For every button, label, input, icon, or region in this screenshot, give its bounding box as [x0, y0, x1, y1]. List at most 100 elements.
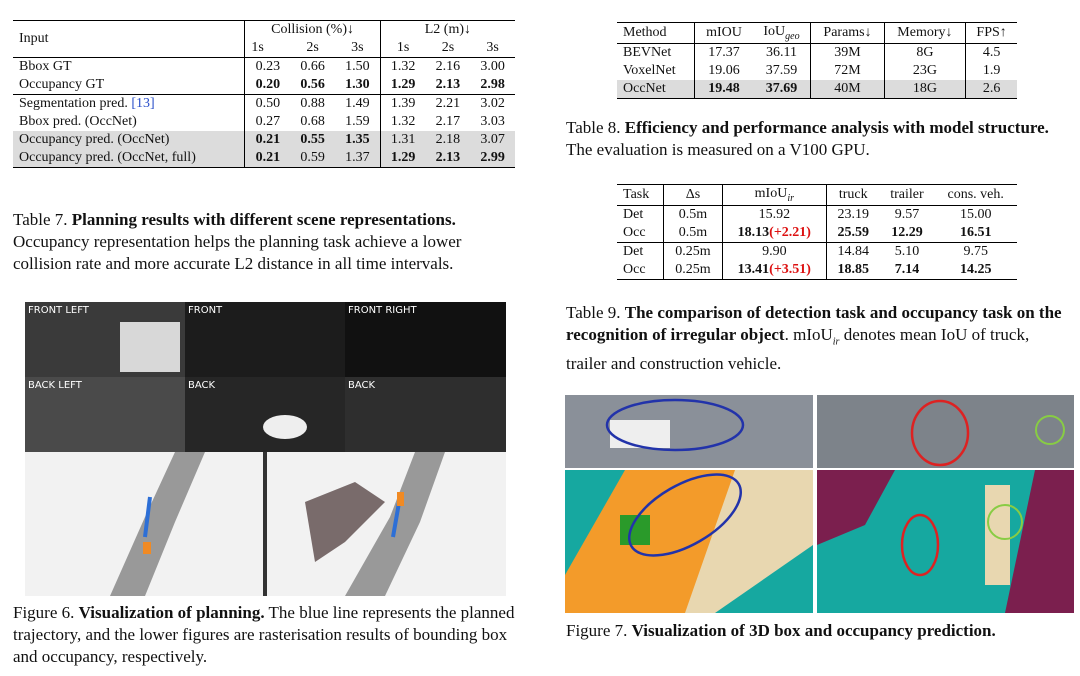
- table-cell: 0.56: [290, 76, 335, 95]
- box: [397, 492, 404, 506]
- table-cell: 2.13: [425, 149, 471, 168]
- figure-6-caption: Figure 6. Visualization of planning. The…: [13, 602, 521, 668]
- table-cell: 16.51: [934, 224, 1017, 243]
- table-cell: 23.19: [825, 205, 880, 224]
- header-cell: mIOU: [694, 22, 753, 44]
- cell-text: 2.18: [435, 132, 461, 147]
- cell-text: 15.92: [758, 206, 791, 222]
- header-text: Task: [623, 186, 650, 202]
- table-cell: 0.5m: [663, 223, 723, 243]
- table-cell: 0.88: [290, 95, 335, 114]
- cell-text: BEVNet: [623, 44, 672, 60]
- cell-text: 39M: [834, 44, 861, 60]
- cell-text: 2.13: [435, 150, 461, 165]
- cell-text: Bbox GT: [19, 59, 72, 74]
- table-row: Segmentation pred. [13] 0.50 0.88 1.49 1.39 2…: [13, 94, 515, 114]
- table-cell: Det: [617, 242, 664, 261]
- delta: (+3.51): [769, 261, 811, 277]
- table-cell: 3.07: [470, 131, 515, 149]
- cell-text: VoxelNet: [623, 62, 676, 78]
- table-row: OccNet 19.48 37.69 40M 18G 2.6: [617, 79, 1017, 99]
- header-text: mIOU: [706, 24, 742, 40]
- table-cell: 0.66: [290, 58, 335, 77]
- table-cell: 15.00: [934, 205, 1017, 224]
- table-7-caption: Table 7. Planning results with different…: [13, 209, 518, 275]
- table-cell: 19.06: [694, 61, 753, 80]
- figure-7: [565, 395, 1074, 613]
- camera-label: FRONT RIGHT: [348, 305, 418, 316]
- cell-text: 0.56: [300, 77, 325, 92]
- cell-text: 3.02: [480, 96, 505, 111]
- caption-text: denotes mean IoU of truck, trailer and c…: [566, 325, 1030, 374]
- table-group: Det 0.25m 9.90 14.84 5.10 9.75 Occ 0.25m 13.41(+…: [617, 242, 1017, 280]
- table-cell: 2.6: [965, 79, 1017, 99]
- header-text: Δs: [685, 186, 701, 202]
- caption-text: Figure 6.: [13, 603, 79, 622]
- header-cell: Collision (%)↓: [244, 20, 381, 39]
- table-cell: 3.00: [470, 58, 515, 77]
- table-cell: 9.57: [880, 205, 935, 224]
- cell-text: 0.21: [255, 132, 281, 147]
- table-cell: Occupancy pred. (OccNet): [13, 131, 245, 149]
- caption-text: Planning results with different scene re…: [71, 210, 456, 229]
- cell-text: 37.59: [765, 62, 798, 78]
- cell-text: 1.37: [345, 150, 370, 165]
- cell-text: 18.13: [737, 224, 770, 240]
- table-cell: 0.50: [244, 94, 291, 113]
- table-cell: 0.21: [244, 149, 291, 168]
- table-cell: 1.35: [334, 131, 381, 149]
- cell-text: 0.23: [255, 59, 281, 74]
- table-cell: Segmentation pred. [13]: [13, 95, 245, 114]
- header-cell: Params↓: [810, 22, 885, 44]
- header-cell: 3s: [335, 39, 380, 58]
- table-cell: 1.29: [379, 76, 426, 95]
- header-text: mIoU: [754, 186, 788, 201]
- cell-text: Occ: [623, 261, 646, 277]
- cell-text: 13.41: [737, 261, 770, 277]
- table-cell: Occ: [617, 224, 664, 243]
- highlight: [1035, 415, 1065, 445]
- header-cell: cons. veh.: [934, 185, 1017, 206]
- cell-text: 72M: [834, 62, 861, 78]
- cell-text: 2.17: [435, 114, 461, 129]
- header-text: IoU: [763, 24, 786, 39]
- camera-label: FRONT: [188, 305, 223, 316]
- truck: [610, 420, 670, 448]
- table-cell: 4.5: [965, 43, 1017, 62]
- table-head: Task Δs mIoUir truck trailer cons. veh.: [617, 184, 1017, 206]
- camera-label: BACK: [348, 380, 376, 391]
- table-cell: Det: [617, 205, 664, 224]
- table-cell: 12.29: [880, 224, 935, 243]
- cell-text: 0.25m: [675, 243, 711, 259]
- header-text: FPS↑: [976, 24, 1007, 40]
- header-cell: 2s: [290, 39, 335, 58]
- table-cell: 0.20: [244, 76, 291, 95]
- photo: [817, 395, 1074, 468]
- cell-text: 4.5: [982, 44, 1001, 60]
- table-cell: 37.69: [752, 79, 811, 99]
- table-cell: 1.50: [335, 58, 380, 77]
- header-row: 1s 2s 3s 1s 2s 3s: [13, 39, 515, 58]
- table-cell: Occ: [617, 261, 664, 280]
- cell-text: 1.31: [390, 132, 416, 147]
- headlights: [263, 415, 307, 439]
- caption-text: Table 7.: [13, 210, 72, 229]
- cell-text: 9.90: [762, 243, 787, 259]
- cell-text: 25.59: [837, 224, 869, 240]
- table-cell: 1.39: [379, 94, 426, 113]
- header-text: 2s: [306, 40, 319, 55]
- table-cell: Occupancy pred. (OccNet, full): [13, 149, 245, 168]
- table-cell: 17.37: [694, 43, 753, 62]
- header-text: 1s: [251, 40, 264, 55]
- table-cell: 5.10: [880, 242, 935, 261]
- cell-text: 1.32: [390, 59, 416, 74]
- caption-text: Table 8.: [566, 118, 625, 137]
- table-cell: 15.92: [721, 205, 827, 224]
- table-row: Det 0.25m 9.90 14.84 5.10 9.75: [617, 242, 1017, 261]
- header-cell: trailer: [880, 185, 935, 206]
- table-cell: 1.37: [334, 149, 381, 168]
- cell-text: 0.21: [255, 150, 281, 165]
- table-cell: 2.98: [470, 76, 515, 95]
- header-text: Collision (%)↓: [271, 22, 354, 37]
